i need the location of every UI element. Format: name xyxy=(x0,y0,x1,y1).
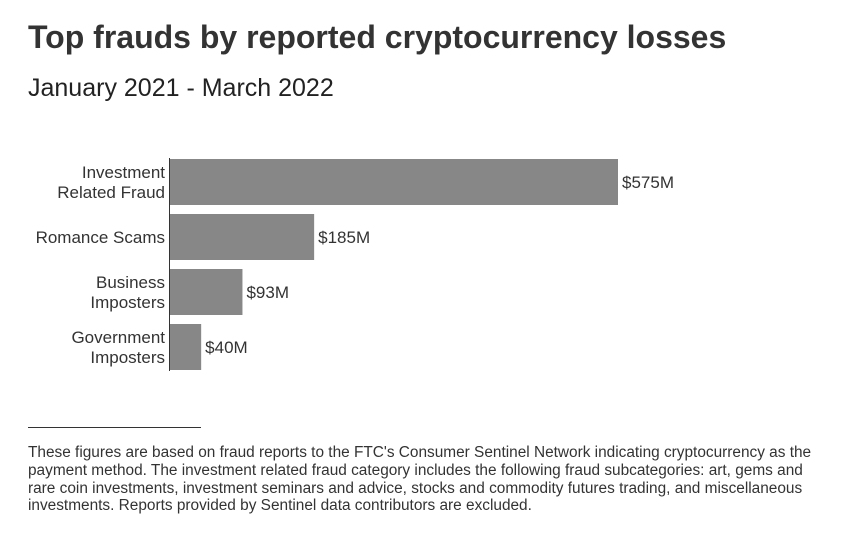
category-label-3: Government Imposters xyxy=(71,328,165,367)
category-label-line: Related Fraud xyxy=(57,183,165,202)
value-label-3: $40M xyxy=(205,338,248,357)
bar-0 xyxy=(170,159,618,205)
bar-1 xyxy=(170,214,315,260)
category-label-line: Investment xyxy=(82,163,165,182)
bar-2 xyxy=(170,269,243,315)
category-label-line: Government xyxy=(71,328,165,347)
category-label-1: Romance Scams xyxy=(36,228,165,247)
value-labels-group: $575M $185M $93M $40M xyxy=(205,173,674,357)
chart-subtitle: January 2021 - March 2022 xyxy=(28,74,334,102)
bars-group xyxy=(170,159,618,370)
footnote: These figures are based on fraud reports… xyxy=(28,444,812,515)
bar-chart: Investment Related Fraud Romance Scams Busi… xyxy=(36,158,674,371)
category-label-line: Imposters xyxy=(90,348,165,367)
category-label-2: Business Imposters xyxy=(90,273,165,312)
value-label-1: $185M xyxy=(318,228,370,247)
chart-title: Top frauds by reported cryptocurrency lo… xyxy=(28,19,727,55)
category-label-line: Imposters xyxy=(90,293,165,312)
category-label-line: Romance Scams xyxy=(36,228,165,247)
bar-3 xyxy=(170,324,202,370)
value-label-0: $575M xyxy=(622,173,674,192)
value-label-2: $93M xyxy=(246,283,289,302)
footnote-divider xyxy=(28,427,201,428)
category-label-0: Investment Related Fraud xyxy=(57,163,165,202)
category-label-line: Business xyxy=(96,273,165,292)
category-labels-group: Investment Related Fraud Romance Scams Busi… xyxy=(36,163,166,367)
